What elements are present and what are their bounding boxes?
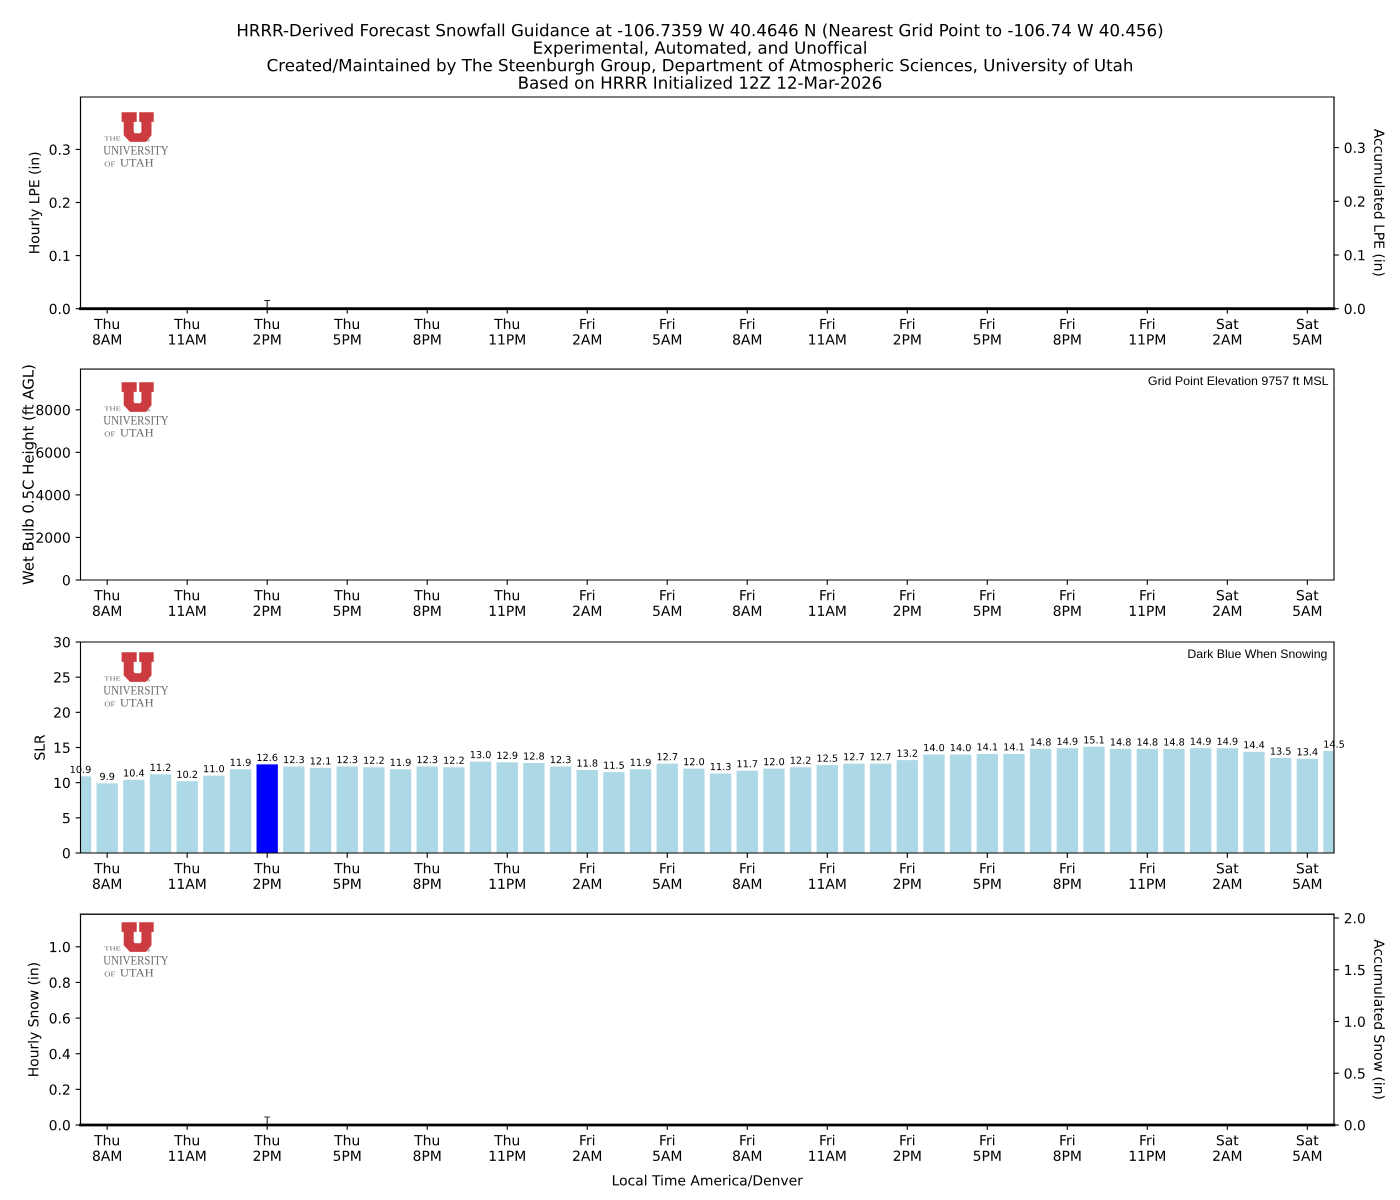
svg-text:OF: OF — [104, 700, 115, 709]
svg-text:UNIVERSITY: UNIVERSITY — [103, 683, 169, 697]
svg-text:OF: OF — [104, 430, 115, 439]
svg-text:THE: THE — [104, 135, 121, 142]
svg-text:UTAH: UTAH — [120, 698, 154, 710]
svg-text:UTAH: UTAH — [120, 158, 154, 170]
svg-text:UTAH: UTAH — [120, 428, 154, 440]
svg-text:UNIVERSITY: UNIVERSITY — [103, 143, 169, 157]
svg-text:Dark Blue When Snowing: Dark Blue When Snowing — [1187, 647, 1327, 661]
svg-text:THE: THE — [104, 405, 121, 412]
svg-text:OF: OF — [104, 160, 115, 169]
svg-text:Grid Point Elevation 9757 ft M: Grid Point Elevation 9757 ft MSL — [1148, 374, 1329, 388]
svg-text:THE: THE — [104, 675, 121, 682]
svg-text:THE: THE — [104, 945, 121, 952]
svg-text:UNIVERSITY: UNIVERSITY — [103, 953, 169, 967]
svg-text:UTAH: UTAH — [120, 968, 154, 980]
svg-text:UNIVERSITY: UNIVERSITY — [103, 413, 169, 427]
svg-text:OF: OF — [104, 970, 115, 979]
